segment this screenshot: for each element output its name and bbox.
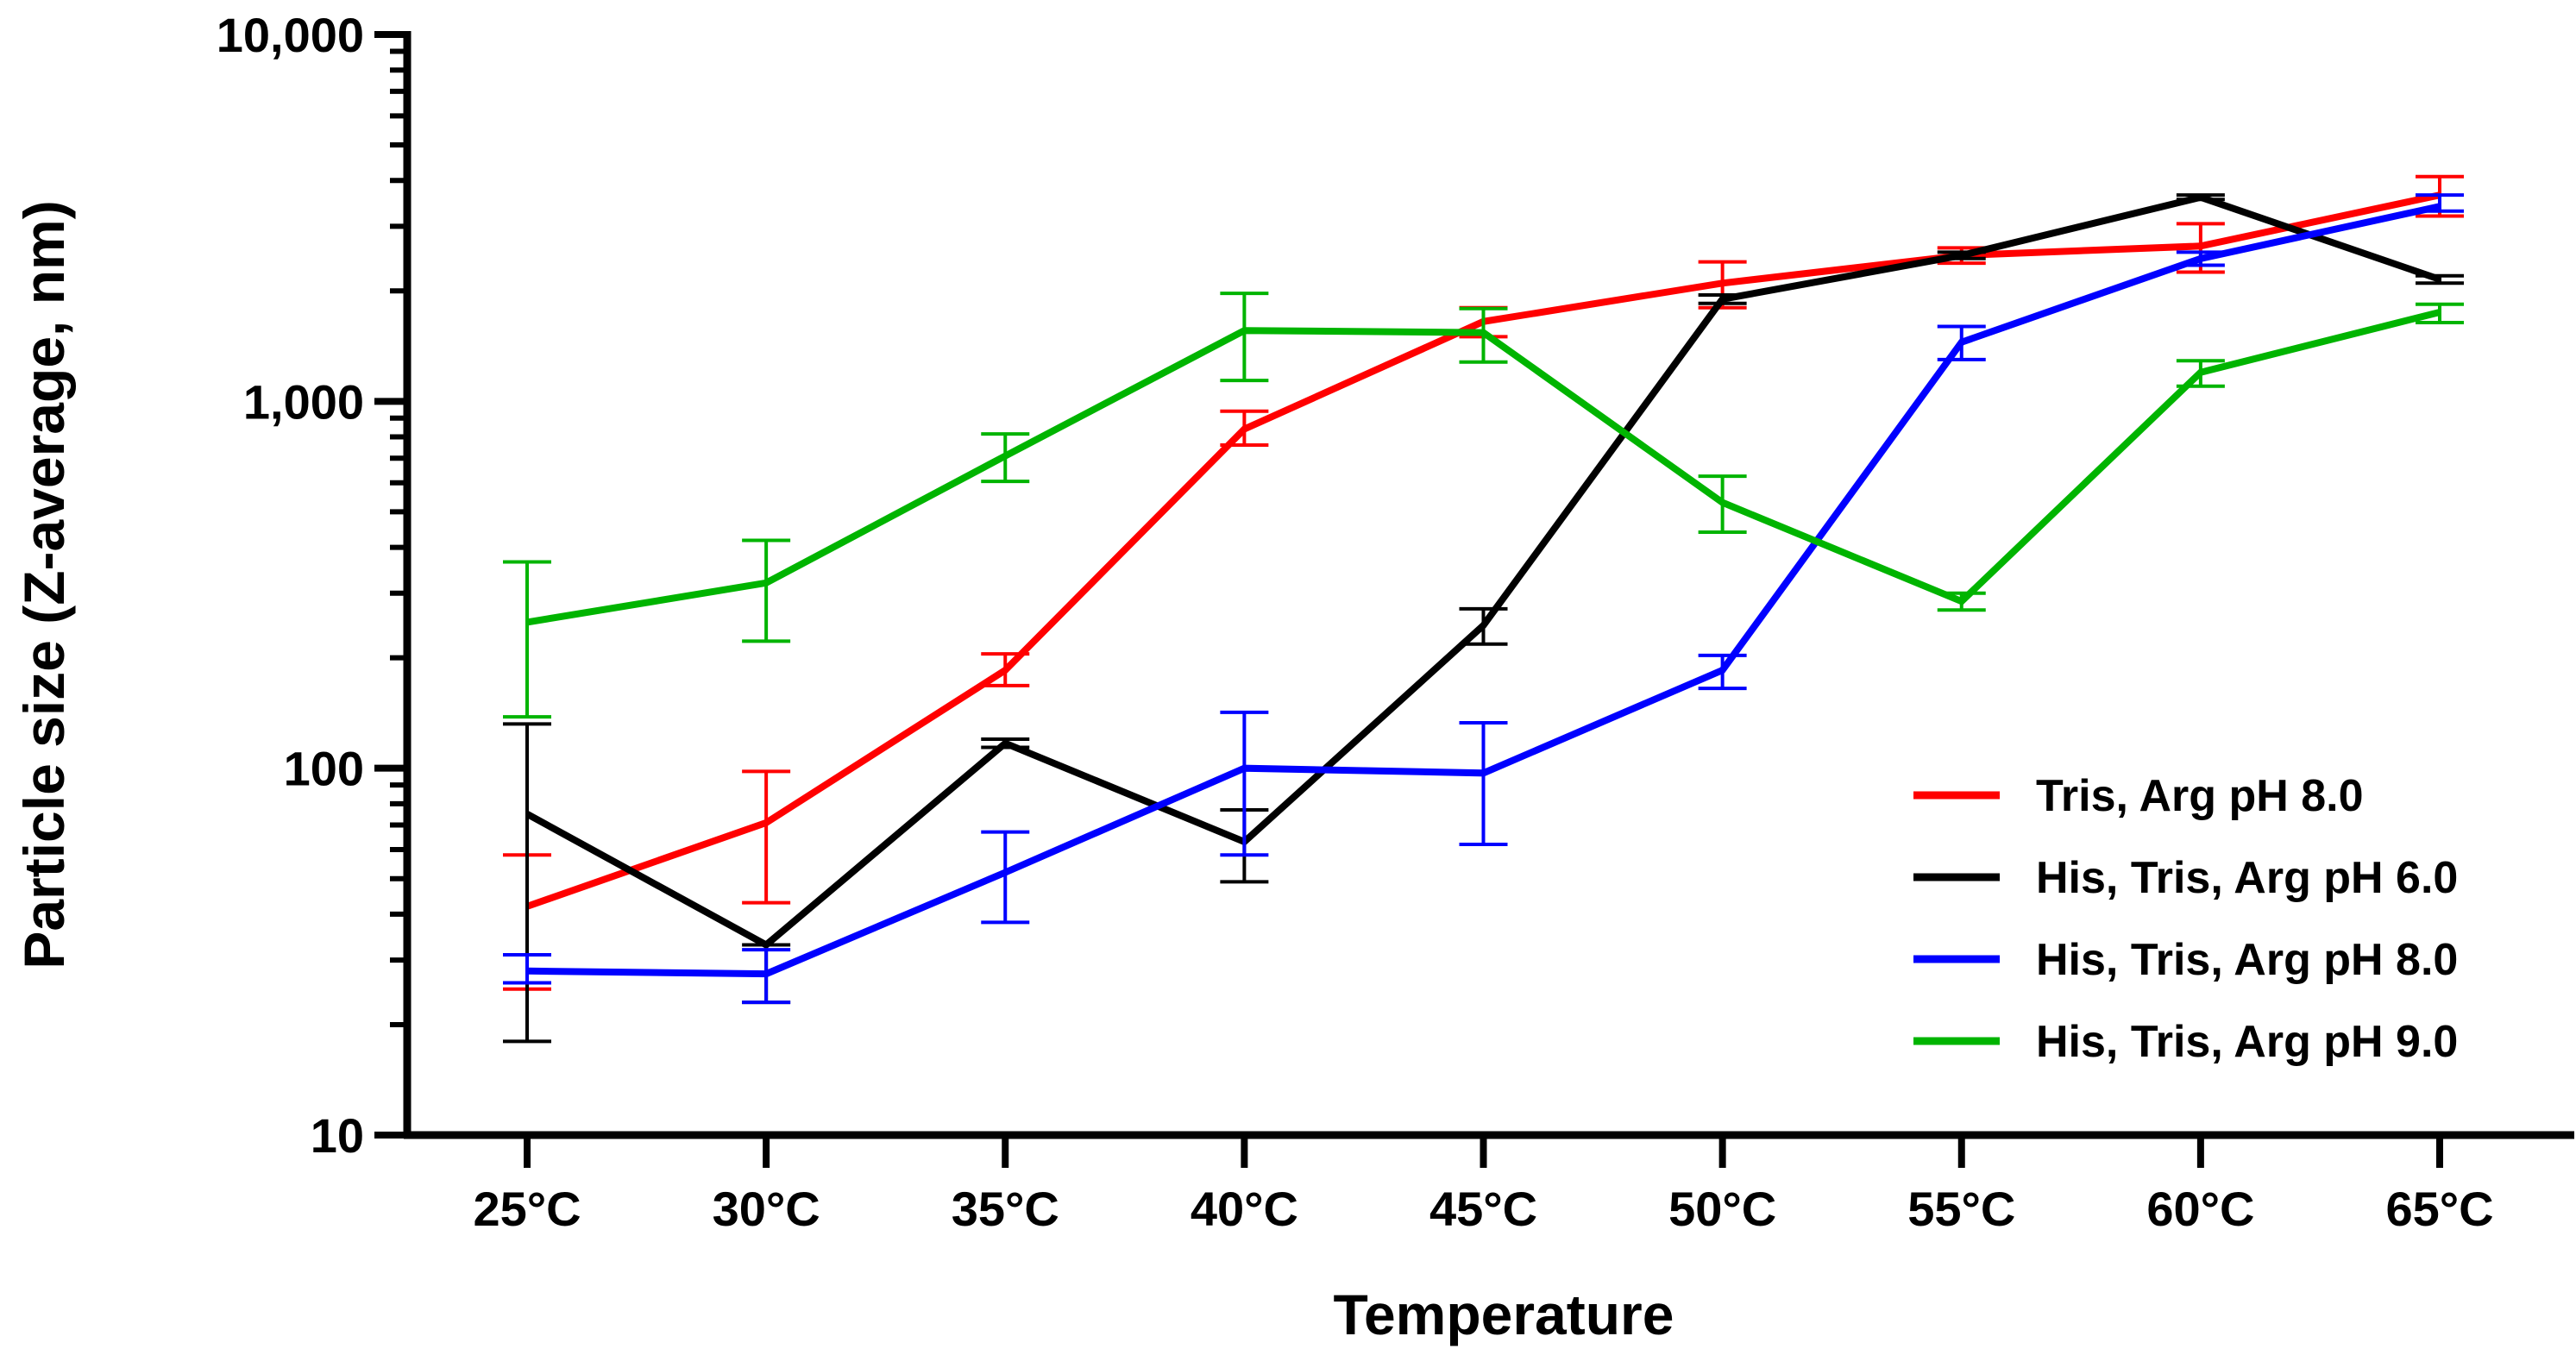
y-tick-label: 10: [311, 1108, 364, 1163]
x-axis-title: Temperature: [1334, 1283, 1674, 1346]
legend: Tris, Arg pH 8.0 His, Tris, Arg pH 6.0 His…: [1913, 771, 2458, 1067]
series-line: [526, 309, 2441, 626]
x-tick-label: 45°C: [1429, 1182, 1537, 1236]
y-tick-label: 100: [284, 742, 364, 796]
x-tick-label: 25°C: [473, 1182, 581, 1236]
y-tick-label: 1,000: [243, 374, 364, 429]
series-2: [503, 193, 2464, 1044]
y-tick-label: 10,000: [217, 8, 364, 62]
axes: [374, 31, 2574, 1168]
legend-label: Tris, Arg pH 8.0: [2036, 771, 2364, 821]
legend-label: His, Tris, Arg pH 6.0: [2036, 853, 2458, 903]
x-tick-label: 35°C: [952, 1182, 1059, 1236]
x-tick-label: 55°C: [1907, 1182, 2015, 1236]
y-axis-title: Particle size (Z-average, nm): [12, 200, 76, 969]
x-tick-label: 65°C: [2385, 1182, 2493, 1236]
x-tick-label: 40°C: [1191, 1182, 1298, 1236]
series-group: [503, 174, 2464, 1044]
legend-label: His, Tris, Arg pH 9.0: [2036, 1017, 2458, 1067]
series-3: [503, 193, 2464, 1005]
x-tick-label: 60°C: [2146, 1182, 2254, 1236]
legend-item: Tris, Arg pH 8.0: [1913, 771, 2364, 821]
legend-item: His, Tris, Arg pH 6.0: [1913, 853, 2458, 903]
series-line: [525, 193, 2441, 950]
x-tick-label: 50°C: [1668, 1182, 1776, 1236]
tick-labels: 10 100 1,000 10,000 25°C 30°C 35°C 40°C 45°C 50°C…: [217, 8, 2494, 1236]
x-tick-label: 30°C: [713, 1182, 820, 1236]
series-line: [526, 203, 2441, 978]
series-4: [503, 292, 2464, 719]
legend-item: His, Tris, Arg pH 8.0: [1913, 935, 2458, 985]
legend-label: His, Tris, Arg pH 8.0: [2036, 935, 2458, 985]
legend-item: His, Tris, Arg pH 9.0: [1913, 1017, 2458, 1067]
